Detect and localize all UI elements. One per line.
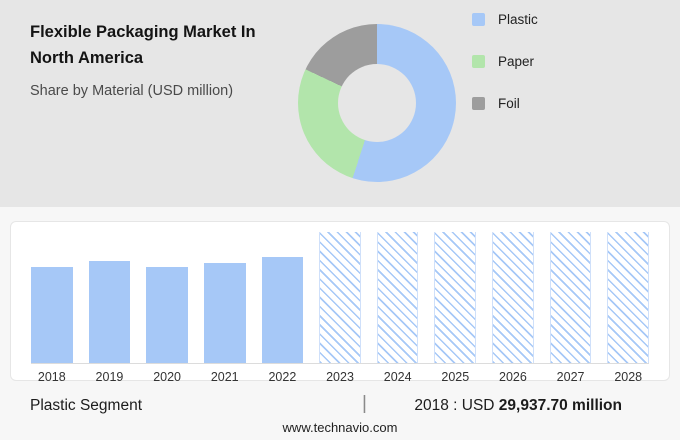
- donut-chart-wrap: [298, 24, 456, 182]
- bar-column-2026: [492, 232, 534, 363]
- x-tick-2025: 2025: [441, 370, 470, 384]
- legend-item-foil: Foil: [472, 96, 538, 111]
- website-link: www.technavio.com: [282, 420, 398, 435]
- bar-column-2027: [549, 232, 592, 363]
- x-tick-2020: 2020: [153, 370, 181, 384]
- bar-column-2020: [146, 232, 188, 363]
- bar-column-2021: [203, 232, 246, 363]
- title-line-2: North America: [30, 48, 144, 67]
- legend-label: Foil: [498, 96, 520, 111]
- legend-label: Plastic: [498, 12, 538, 27]
- segment-label: Plastic Segment: [30, 397, 142, 414]
- bar-column-2023: [319, 232, 361, 363]
- bar-forecast-2028: [607, 232, 650, 363]
- bar-column-2018: [31, 232, 73, 363]
- bar-actual-2018: [31, 267, 73, 363]
- x-tick-2023: 2023: [326, 370, 354, 384]
- legend: Plastic Paper Foil: [472, 12, 538, 138]
- bar-chart-card: 2018 2019 2020 2021 2022 2023 2024 2025 2026 2027…: [10, 221, 670, 384]
- bar-actual-2020: [146, 267, 188, 363]
- bar-forecast-2026: [492, 232, 534, 363]
- x-tick-2028: 2028: [614, 370, 643, 384]
- x-tick-2026: 2026: [499, 370, 527, 384]
- bar-forecast-2025: [434, 232, 477, 363]
- page-title: Flexible Packaging Market In North Ameri…: [30, 20, 300, 71]
- footer-divider: |: [362, 393, 367, 414]
- bar-chart-x-axis: 2018 2019 2020 2021 2022 2023 2024 2025 2026 2027…: [31, 370, 649, 384]
- bar-actual-2021: [203, 263, 246, 363]
- donut-hole: [338, 64, 416, 142]
- bar-forecast-2027: [549, 232, 592, 363]
- legend-swatch-plastic: [472, 13, 485, 26]
- bar-column-2022: [261, 232, 304, 363]
- bar-column-2025: [434, 232, 477, 363]
- bar-column-2024: [376, 232, 419, 363]
- bar-chart-plot: [31, 232, 650, 364]
- share-by-material-section: Flexible Packaging Market In North Ameri…: [0, 0, 680, 207]
- x-tick-2022: 2022: [268, 370, 297, 384]
- legend-label: Paper: [498, 54, 535, 69]
- bar-column-2028: [607, 232, 650, 363]
- bar-actual-2019: [88, 261, 131, 363]
- segment-trend-section: 2018 2019 2020 2021 2022 2023 2024 2025 2026 2027…: [0, 207, 680, 440]
- x-tick-2027: 2027: [556, 370, 585, 384]
- bar-actual-2022: [261, 257, 304, 363]
- legend-item-paper: Paper: [472, 54, 538, 69]
- page-subtitle: Share by Material (USD million): [30, 83, 234, 100]
- stat-prefix: 2018 : USD: [414, 397, 499, 414]
- title-line-1: Flexible Packaging Market In: [30, 23, 256, 41]
- legend-swatch-paper: [472, 55, 485, 68]
- x-tick-2021: 2021: [210, 370, 239, 384]
- bar-forecast-2023: [319, 232, 361, 363]
- x-tick-2018: 2018: [37, 370, 66, 384]
- legend-item-plastic: Plastic: [472, 12, 538, 27]
- year-stat: 2018 : USD 29,937.70 million: [414, 397, 622, 415]
- header: Flexible Packaging Market In North Ameri…: [30, 20, 300, 101]
- x-tick-2019: 2019: [95, 370, 124, 384]
- stat-value: 29,937.70 million: [498, 397, 622, 414]
- bar-column-2019: [88, 232, 131, 363]
- bar-forecast-2024: [376, 232, 419, 363]
- legend-swatch-foil: [472, 97, 485, 110]
- x-tick-2024: 2024: [383, 370, 412, 384]
- footer-stats: Plastic Segment | 2018 : USD 29,937.70 m…: [0, 393, 680, 423]
